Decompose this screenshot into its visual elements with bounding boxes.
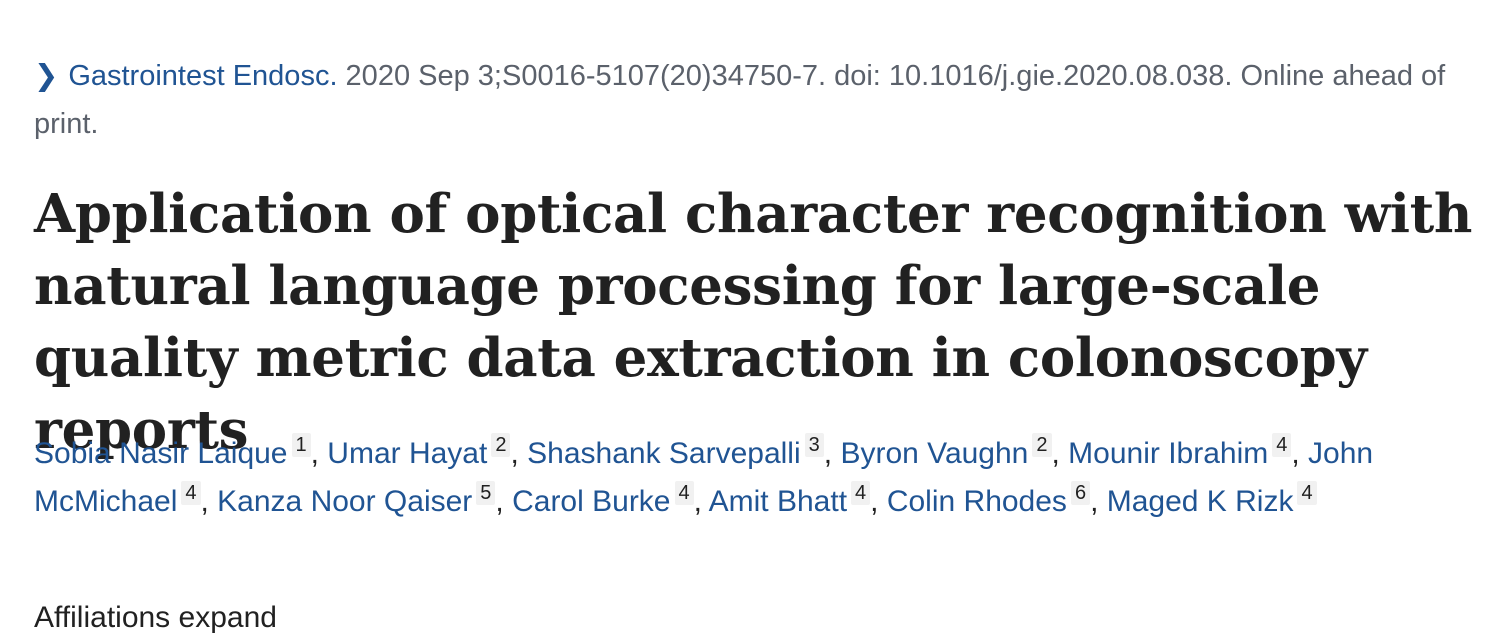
affiliation-number[interactable]: 4: [851, 481, 871, 505]
author-list: Sobia Nasir Laique 1, Umar Hayat 2, Shasha…: [34, 430, 1474, 526]
author-separator: ,: [1090, 485, 1107, 518]
author-name[interactable]: Umar Hayat: [327, 437, 488, 470]
author-separator: ,: [870, 485, 887, 518]
author-name[interactable]: Byron Vaughn: [840, 437, 1029, 470]
author-name[interactable]: Amit Bhatt: [708, 485, 848, 518]
author-separator: ,: [510, 437, 528, 470]
author-name[interactable]: Sobia Nasir Laique: [34, 437, 288, 470]
affiliation-number[interactable]: 5: [476, 481, 496, 505]
chevron-right-icon[interactable]: ❯: [34, 60, 59, 92]
author-name[interactable]: Maged K Rizk: [1106, 485, 1294, 518]
affiliation-number[interactable]: 6: [1070, 481, 1091, 505]
author-separator: ,: [1051, 437, 1069, 470]
affiliation-number[interactable]: 4: [1297, 481, 1317, 505]
author-name[interactable]: John McMichael: [34, 437, 1374, 518]
article-title: Application of optical character recogni…: [34, 183, 1473, 461]
affiliation-number[interactable]: 3: [804, 433, 824, 457]
affiliation-number[interactable]: 1: [291, 433, 311, 457]
affiliation-number[interactable]: 4: [674, 481, 694, 505]
affiliation-number[interactable]: 2: [491, 433, 511, 457]
affiliation-number[interactable]: 4: [1272, 433, 1292, 457]
author-name[interactable]: Colin Rhodes: [886, 485, 1067, 518]
author-name[interactable]: Mounir Ibrahim: [1068, 437, 1269, 470]
author-separator: ,: [1291, 437, 1309, 470]
affiliation-number[interactable]: 2: [1032, 433, 1052, 457]
author-name[interactable]: Shashank Sarvepalli: [527, 437, 801, 470]
author-separator: ,: [495, 485, 513, 518]
author-separator: ,: [200, 485, 218, 518]
author-name[interactable]: Kanza Noor Qaiser: [217, 485, 473, 518]
author-separator: ,: [310, 437, 328, 470]
affiliation-number[interactable]: 4: [181, 481, 201, 505]
author-separator: ,: [693, 485, 709, 518]
author-separator: ,: [823, 437, 841, 470]
author-name[interactable]: Carol Burke: [512, 485, 671, 518]
citation-line: ❯ Gastrointest Endosc. 2020 Sep 3;S0016-5…: [34, 52, 1474, 148]
citation-details: 2020 Sep 3;S0016-5107(20)34750-7. doi: 1…: [34, 60, 1446, 140]
affiliations-toggle[interactable]: Affiliations expand: [34, 601, 277, 634]
journal-link[interactable]: Gastrointest Endosc.: [68, 60, 338, 92]
